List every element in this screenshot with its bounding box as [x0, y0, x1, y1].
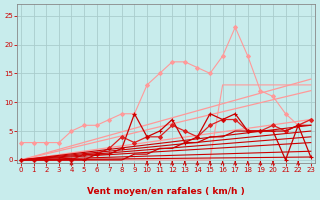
X-axis label: Vent moyen/en rafales ( km/h ): Vent moyen/en rafales ( km/h ): [87, 187, 245, 196]
